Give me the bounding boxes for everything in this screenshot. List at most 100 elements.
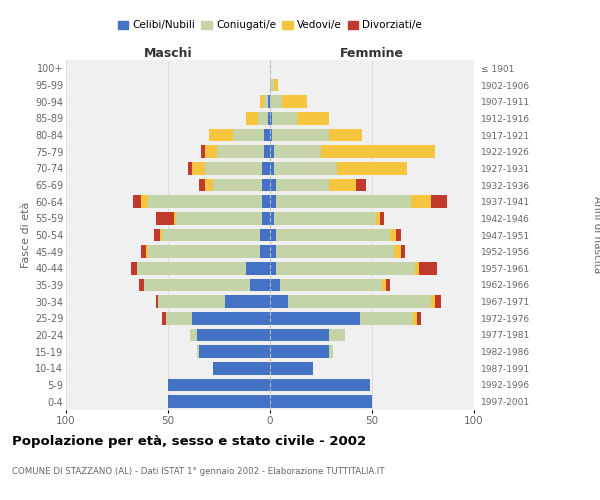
Bar [391, 229, 397, 241]
Text: Popolazione per età, sesso e stato civile - 2002: Popolazione per età, sesso e stato civil… [12, 435, 366, 448]
Bar [268, 112, 270, 124]
Bar [356, 179, 366, 192]
Bar [190, 329, 197, 341]
Text: Maschi: Maschi [143, 47, 193, 60]
Bar [213, 179, 262, 192]
Legend: Celibi/Nubili, Coniugati/e, Vedovi/e, Divorziati/e: Celibi/Nubili, Coniugati/e, Vedovi/e, Di… [113, 16, 427, 34]
Bar [148, 246, 260, 258]
Bar [154, 229, 160, 241]
Bar [270, 396, 372, 408]
Bar [156, 296, 158, 308]
Bar [274, 146, 321, 158]
Bar [270, 112, 272, 124]
Bar [401, 246, 404, 258]
Bar [262, 212, 270, 224]
Bar [142, 246, 146, 258]
Bar [270, 96, 282, 108]
Bar [168, 396, 270, 408]
Bar [337, 162, 407, 174]
Bar [411, 196, 431, 208]
Bar [431, 296, 435, 308]
Bar [258, 112, 268, 124]
Bar [262, 179, 270, 192]
Bar [193, 312, 270, 324]
Bar [270, 229, 276, 241]
Bar [276, 262, 415, 274]
Bar [166, 312, 193, 324]
Bar [329, 179, 356, 192]
Bar [270, 329, 329, 341]
Bar [200, 146, 205, 158]
Y-axis label: Fasce di età: Fasce di età [20, 202, 31, 268]
Bar [419, 262, 437, 274]
Bar [274, 162, 337, 174]
Bar [274, 212, 376, 224]
Bar [209, 129, 233, 141]
Bar [270, 262, 276, 274]
Bar [394, 246, 401, 258]
Bar [270, 312, 360, 324]
Bar [264, 146, 270, 158]
Bar [133, 196, 142, 208]
Bar [148, 196, 262, 208]
Bar [386, 279, 391, 291]
Bar [262, 196, 270, 208]
Bar [397, 229, 401, 241]
Bar [431, 196, 448, 208]
Bar [168, 379, 270, 391]
Bar [250, 279, 270, 291]
Bar [193, 162, 205, 174]
Bar [245, 112, 258, 124]
Bar [142, 196, 148, 208]
Bar [158, 296, 225, 308]
Bar [199, 179, 205, 192]
Bar [270, 279, 280, 291]
Bar [260, 246, 270, 258]
Bar [382, 279, 386, 291]
Bar [329, 129, 362, 141]
Bar [329, 346, 333, 358]
Bar [262, 162, 270, 174]
Bar [270, 346, 329, 358]
Bar [360, 312, 413, 324]
Bar [321, 146, 435, 158]
Bar [376, 212, 380, 224]
Bar [272, 129, 329, 141]
Bar [146, 246, 148, 258]
Bar [225, 296, 270, 308]
Bar [274, 79, 278, 92]
Bar [276, 179, 329, 192]
Bar [174, 212, 176, 224]
Bar [270, 129, 272, 141]
Bar [264, 96, 268, 108]
Bar [413, 312, 417, 324]
Bar [233, 129, 264, 141]
Bar [270, 362, 313, 374]
Bar [199, 346, 270, 358]
Bar [270, 196, 276, 208]
Bar [156, 212, 174, 224]
Bar [329, 329, 346, 341]
Bar [417, 312, 421, 324]
Bar [276, 196, 411, 208]
Bar [435, 296, 442, 308]
Bar [272, 112, 296, 124]
Bar [217, 146, 264, 158]
Bar [280, 279, 382, 291]
Bar [289, 296, 431, 308]
Text: COMUNE DI STAZZANO (AL) - Dati ISTAT 1° gennaio 2002 - Elaborazione TUTTITALIA.I: COMUNE DI STAZZANO (AL) - Dati ISTAT 1° … [12, 468, 385, 476]
Bar [276, 246, 394, 258]
Bar [270, 212, 274, 224]
Bar [188, 162, 193, 174]
Bar [276, 229, 391, 241]
Bar [197, 329, 270, 341]
Bar [270, 79, 274, 92]
Bar [131, 262, 137, 274]
Bar [176, 212, 262, 224]
Bar [160, 229, 162, 241]
Bar [143, 279, 250, 291]
Bar [270, 162, 274, 174]
Bar [270, 296, 289, 308]
Bar [415, 262, 419, 274]
Bar [205, 146, 217, 158]
